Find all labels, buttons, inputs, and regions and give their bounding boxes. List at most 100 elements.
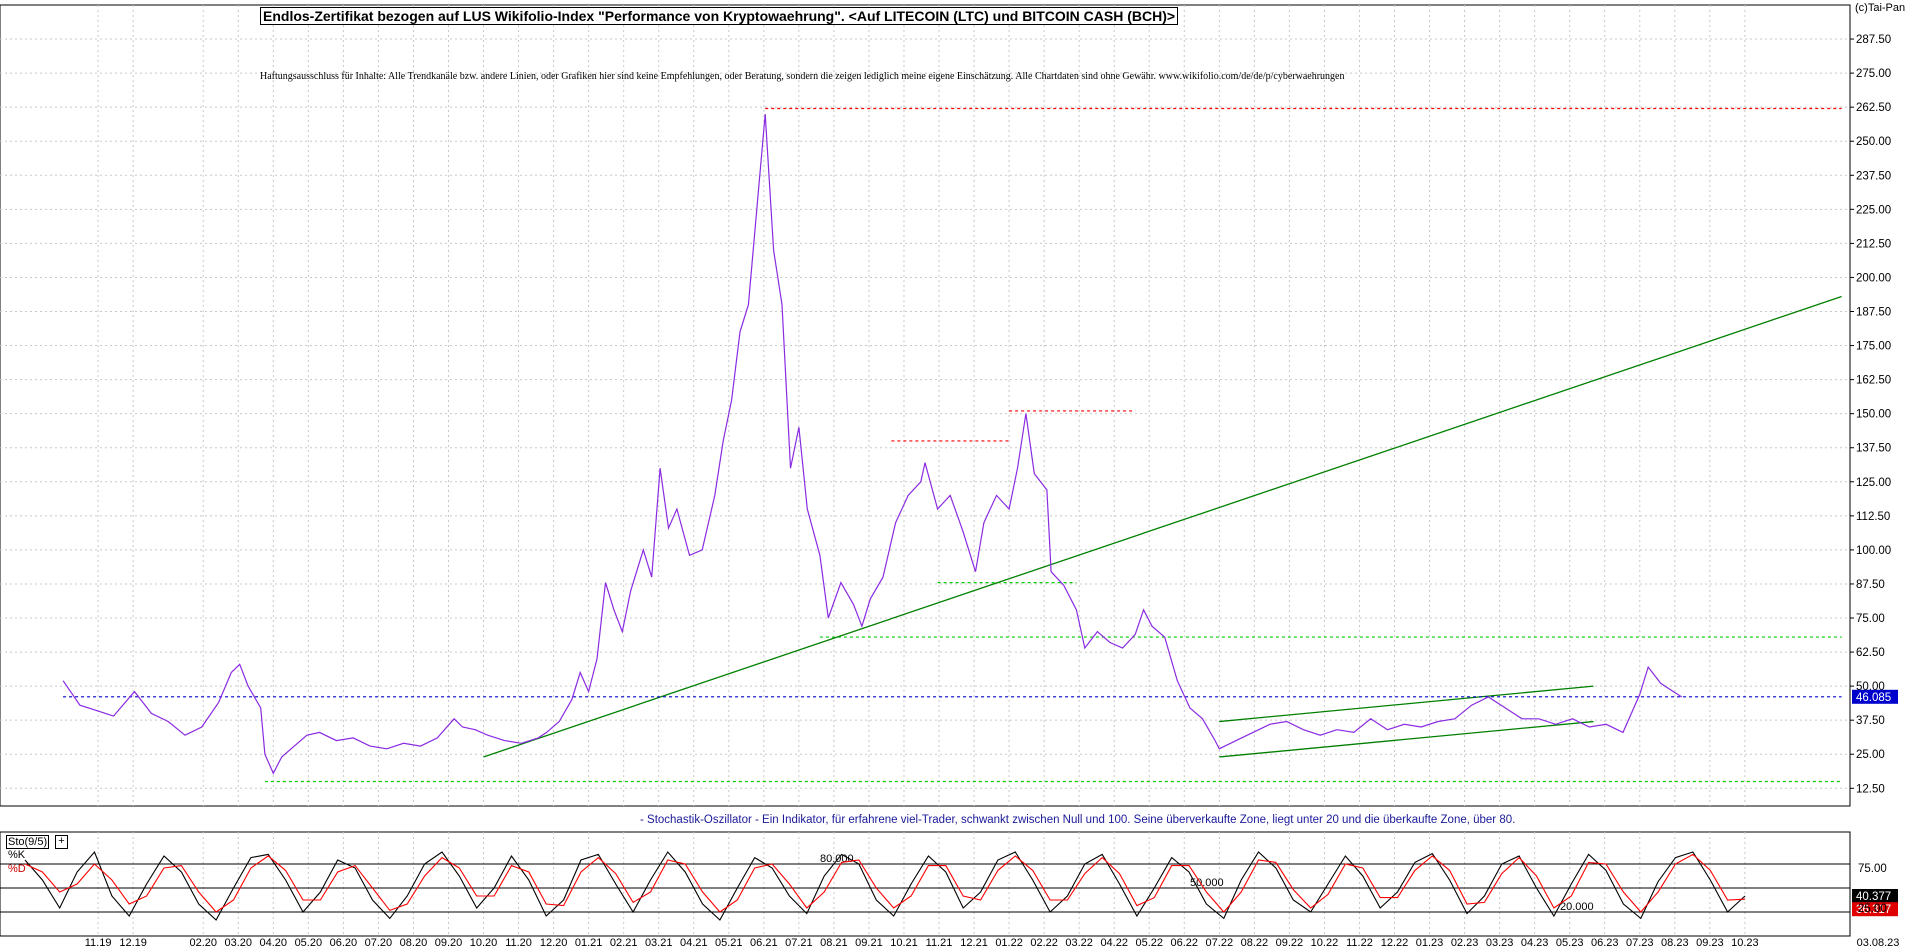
y-tick-label: 12.50 (1856, 783, 1885, 795)
price-panel-frame (0, 4, 1851, 807)
y-tick-label: 200.00 (1856, 272, 1891, 284)
x-tick-label: 01.22 (995, 937, 1023, 948)
time-x-axis: 11.19 12.19 02.20 03.20 04.20 05.20 06.20 07.20… (85, 937, 1900, 948)
trend-line (483, 295, 1842, 758)
k-value-label: 40.377 (1856, 891, 1891, 903)
y-tick-label: 100.00 (1856, 545, 1891, 557)
price-y-axis: 12.5025.0037.5050.0062.5075.0087.50100.0… (1850, 34, 1898, 795)
x-tick-label: 04.23 (1521, 937, 1549, 948)
y-tick-label: 112.50 (1856, 511, 1890, 523)
x-tick-label: 12.21 (960, 937, 988, 948)
trend-line (1219, 685, 1594, 723)
price-line (62, 113, 1683, 775)
y-tick-label: 212.50 (1856, 238, 1891, 250)
chart-title: Endlos-Zertifikat bezogen auf LUS Wikifo… (260, 7, 1179, 25)
x-tick-label: 03.20 (224, 937, 252, 948)
x-tick-label: 09.20 (435, 937, 463, 948)
disclaimer-text: Haftungsausschluss für Inhalte: Alle Tre… (260, 71, 1345, 82)
x-tick-label: 05.22 (1135, 937, 1163, 948)
x-tick-label: 10.20 (470, 937, 498, 948)
x-tick-label: 03.23 (1486, 937, 1514, 948)
osc-y-tick-label: 25.00 (1858, 903, 1887, 915)
oscillator-label[interactable]: Sto(9/5) (6, 835, 50, 849)
current-value-badge (1852, 689, 1898, 704)
x-tick-label: 06.21 (750, 937, 778, 948)
x-tick-label: 04.22 (1100, 937, 1128, 948)
x-date-label: 03.08.23 (1857, 937, 1900, 948)
x-tick-label: 03.21 (645, 937, 673, 948)
x-tick-label: 08.20 (400, 937, 428, 948)
price-series (62, 113, 1683, 775)
y-tick-label: 187.50 (1856, 307, 1891, 319)
y-tick-label: 137.50 (1856, 443, 1891, 455)
k-line (24, 850, 1746, 921)
x-tick-label: 11.21 (926, 937, 953, 948)
x-tick-label: 07.23 (1626, 937, 1654, 948)
x-tick-label: 06.20 (330, 937, 358, 948)
x-tick-label: 05.20 (295, 937, 323, 948)
x-tick-label: 02.20 (189, 937, 217, 948)
x-tick-label: 08.23 (1661, 937, 1689, 948)
oscillator-panel-frame (0, 831, 1851, 937)
y-tick-label: 75.00 (1856, 613, 1885, 625)
copyright-label: (c)Tai-Pan (1855, 2, 1906, 14)
k-legend-label: %K (8, 849, 26, 861)
x-tick-label: 02.22 (1030, 937, 1058, 948)
y-tick-label: 150.00 (1856, 409, 1891, 421)
x-tick-label: 11.22 (1346, 937, 1373, 948)
d-value-label: 36.317 (1856, 904, 1891, 916)
x-tick-label: 08.21 (820, 937, 848, 948)
x-tick-label: 09.21 (855, 937, 883, 948)
x-tick-label: 05.23 (1556, 937, 1584, 948)
y-tick-label: 237.50 (1856, 170, 1891, 182)
x-tick-label: 12.20 (540, 937, 568, 948)
x-tick-label: 09.22 (1276, 937, 1304, 948)
y-tick-label: 162.50 (1856, 375, 1891, 387)
x-tick-label: 12.19 (119, 937, 147, 948)
x-tick-label: 01.21 (575, 937, 603, 948)
osc-level-label: 20.000 (1560, 901, 1594, 913)
y-tick-label: 262.50 (1856, 102, 1891, 114)
osc-level-label: 80.000 (820, 853, 854, 865)
add-indicator-icon[interactable]: + (55, 835, 68, 849)
grid-lines (0, 4, 1851, 937)
x-tick-label: 04.21 (680, 937, 708, 948)
current-value-label: 46.085 (1856, 692, 1891, 704)
x-tick-label: 06.22 (1171, 937, 1199, 948)
oscillator-description: - Stochastik-Oszillator - Ein Indikator,… (640, 814, 1516, 826)
osc-y-tick-label: 75.00 (1858, 863, 1887, 875)
x-tick-label: 10.21 (890, 937, 918, 948)
d-line (24, 853, 1746, 913)
x-tick-label: 11.19 (85, 937, 112, 948)
trend-line (1219, 720, 1594, 758)
x-tick-label: 01.23 (1416, 937, 1444, 948)
x-tick-label: 08.22 (1241, 937, 1269, 948)
annotation-lines (63, 107, 1842, 783)
y-tick-label: 175.00 (1856, 341, 1891, 353)
d-value-badge (1852, 902, 1898, 917)
x-tick-label: 04.20 (260, 937, 288, 948)
x-tick-label: 12.22 (1381, 937, 1409, 948)
d-legend-label: %D (8, 863, 26, 875)
y-tick-label: 37.50 (1856, 715, 1885, 727)
x-tick-label: 05.21 (715, 937, 743, 948)
x-tick-label: 09.23 (1696, 937, 1724, 948)
x-tick-label: 11.20 (505, 937, 532, 948)
x-tick-label: 07.22 (1206, 937, 1234, 948)
x-tick-label: 02.23 (1451, 937, 1479, 948)
y-tick-label: 250.00 (1856, 136, 1891, 148)
k-value-badge (1852, 889, 1898, 903)
y-tick-label: 125.00 (1856, 477, 1891, 489)
x-tick-label: 07.21 (785, 937, 813, 948)
x-tick-label: 07.20 (365, 937, 393, 948)
x-tick-label: 02.21 (610, 937, 638, 948)
y-tick-label: 225.00 (1856, 204, 1891, 216)
x-tick-label: 06.23 (1591, 937, 1619, 948)
x-tick-label: 10.22 (1311, 937, 1339, 948)
x-tick-label: 10.23 (1731, 937, 1759, 948)
y-tick-label: 87.50 (1856, 579, 1885, 591)
y-tick-label: 25.00 (1856, 749, 1885, 761)
y-tick-label: 62.50 (1856, 647, 1885, 659)
